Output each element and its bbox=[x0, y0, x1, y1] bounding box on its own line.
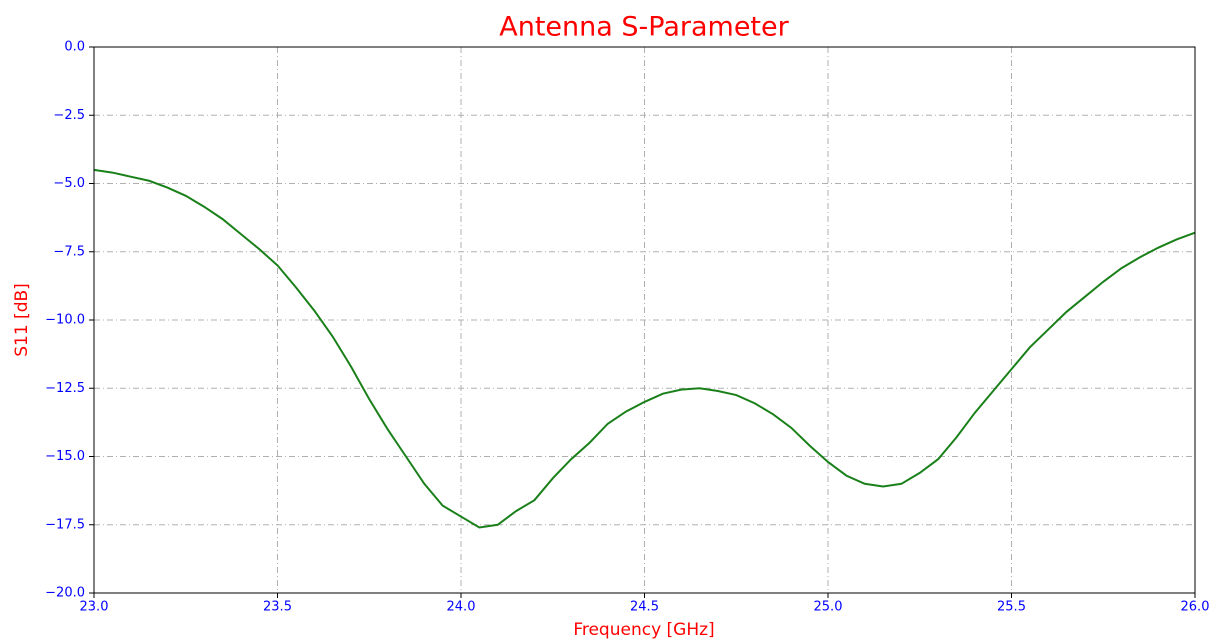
x-axis-label: Frequency [GHz] bbox=[573, 620, 714, 640]
x-tick-label: 25.5 bbox=[997, 600, 1026, 615]
plot-frame bbox=[93, 46, 1196, 594]
y-tick-label: −7.5 bbox=[53, 244, 85, 259]
y-tick-label: −5.0 bbox=[53, 176, 85, 191]
x-tick-label: 26.0 bbox=[1181, 600, 1210, 615]
y-tick-label: 0.0 bbox=[64, 40, 85, 55]
y-tick-label: −20.0 bbox=[45, 586, 85, 601]
x-tick-label: 25.0 bbox=[814, 600, 843, 615]
y-tick-label: −17.5 bbox=[45, 517, 85, 532]
chart-title: Antenna S-Parameter bbox=[499, 12, 789, 43]
y-tick-label: −12.5 bbox=[45, 381, 85, 396]
y-tick-label: −15.0 bbox=[45, 449, 85, 464]
x-tick-label: 24.5 bbox=[630, 600, 659, 615]
x-tick-label: 23.5 bbox=[263, 600, 292, 615]
y-tick-label: −2.5 bbox=[53, 108, 85, 123]
x-tick-label: 24.0 bbox=[447, 600, 476, 615]
line bbox=[93, 168, 1196, 529]
y-axis-label: S11 [dB] bbox=[12, 283, 32, 357]
x-tick-label: 23.0 bbox=[80, 600, 109, 615]
y-tick-label: −10.0 bbox=[45, 313, 85, 328]
